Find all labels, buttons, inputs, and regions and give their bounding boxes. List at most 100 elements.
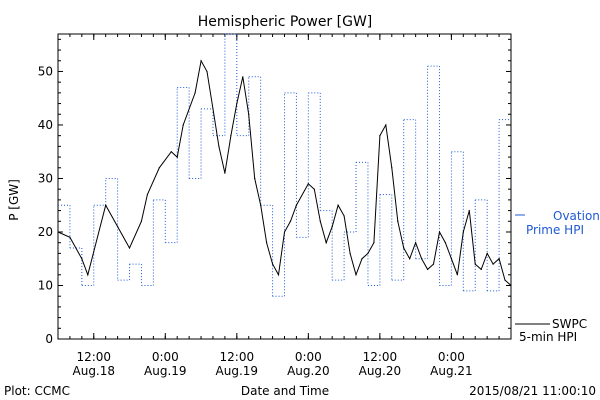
swpc-point	[140, 220, 143, 222]
swpc-point	[248, 113, 250, 115]
swpc-point	[242, 76, 244, 78]
swpc-point	[510, 284, 512, 287]
footer-plot-credit: Plot: CCMC	[4, 384, 70, 398]
swpc-point	[391, 167, 393, 169]
swpc-point	[504, 279, 506, 281]
legend-ovation-label-line1: Ovation	[553, 209, 600, 223]
swpc-point	[450, 258, 452, 260]
swpc-point	[415, 242, 417, 244]
x-tick-label-time: 12:00	[76, 350, 111, 364]
swpc-point	[182, 124, 184, 126]
swpc-point	[486, 252, 488, 254]
series-swpc-5min-hpi	[57, 59, 512, 287]
swpc-point	[57, 231, 59, 233]
x-tick-label-date: Aug.20	[359, 364, 402, 378]
x-axis-label: Date and Time	[241, 384, 329, 398]
y-tick-label: 10	[38, 278, 53, 292]
swpc-point	[355, 274, 357, 276]
swpc-point	[403, 247, 405, 249]
swpc-point	[87, 274, 89, 276]
swpc-point	[498, 258, 500, 260]
swpc-point	[456, 274, 458, 276]
x-tick-label-time: 12:00	[363, 350, 398, 364]
x-tick-label-date: Aug.18	[73, 364, 116, 378]
swpc-point	[289, 220, 292, 222]
swpc-point	[462, 231, 464, 233]
swpc-point	[307, 183, 309, 185]
y-tick-label: 30	[38, 171, 53, 185]
swpc-point	[146, 193, 149, 196]
swpc-point	[385, 124, 387, 126]
swpc-point	[331, 226, 333, 228]
swpc-point	[367, 252, 369, 254]
swpc-point	[426, 268, 429, 271]
swpc-point	[343, 215, 345, 217]
x-tick-label-time: 0:00	[152, 350, 179, 364]
plot-frame	[57, 33, 512, 340]
swpc-point	[81, 258, 83, 260]
swpc-point	[438, 231, 441, 233]
swpc-point	[325, 242, 327, 244]
legend-swpc-label-line2: 5-min HPI	[519, 330, 577, 344]
swpc-point	[105, 204, 107, 206]
swpc-point	[266, 242, 268, 244]
swpc-point	[69, 236, 71, 238]
swpc-point	[128, 247, 131, 249]
swpc-point	[432, 263, 435, 265]
x-tick-label-time: 12:00	[220, 350, 255, 364]
swpc-point	[158, 167, 160, 169]
swpc-point	[218, 145, 220, 147]
chart-title: Hemispheric Power [GW]	[198, 14, 373, 30]
swpc-point	[474, 263, 476, 265]
x-ticks: 12:00Aug.180:00Aug.1912:00Aug.190:00Aug.…	[57, 34, 512, 378]
swpc-point	[176, 156, 178, 158]
swpc-point	[283, 231, 286, 233]
swpc-point	[295, 204, 298, 206]
swpc-point	[206, 70, 208, 73]
swpc-point	[444, 242, 447, 244]
swpc-point	[236, 102, 238, 105]
swpc-point	[319, 220, 321, 222]
swpc-point	[277, 274, 280, 276]
swpc-point	[409, 258, 411, 260]
y-axis-label: P [GW]	[7, 179, 21, 221]
swpc-line	[57, 59, 512, 286]
y-tick-label: 50	[38, 64, 53, 78]
swpc-point	[373, 242, 375, 244]
swpc-point	[117, 226, 119, 228]
swpc-point	[194, 92, 196, 94]
y-ticks: 0 10 20 30 40 50	[38, 38, 511, 346]
y-tick-label: 40	[38, 118, 53, 132]
x-tick-label-date: Aug.21	[430, 364, 473, 378]
swpc-point	[349, 252, 351, 254]
swpc-point	[230, 135, 232, 137]
swpc-point	[271, 263, 274, 265]
swpc-point	[337, 204, 339, 206]
x-tick-label-date: Aug.19	[144, 364, 187, 378]
swpc-point	[200, 60, 202, 62]
swpc-point	[224, 172, 226, 174]
x-tick-label-date: Aug.19	[216, 364, 259, 378]
series-ovation-prime-hpi	[58, 33, 511, 297]
x-tick-label-time: 0:00	[438, 350, 465, 364]
footer-timestamp: 2015/08/21 11:00:10	[469, 384, 596, 398]
y-tick-label: 20	[38, 225, 53, 239]
x-tick-label-date: Aug.20	[287, 364, 330, 378]
legend: Ovation Prime HPI SWPC 5-min HPI	[515, 209, 600, 344]
legend-ovation-label-line2: Prime HPI	[526, 223, 584, 237]
swpc-point	[480, 268, 482, 271]
swpc-point	[492, 263, 494, 265]
swpc-point	[379, 135, 381, 137]
swpc-point	[212, 108, 214, 110]
swpc-point	[260, 204, 262, 206]
legend-swpc-label-line1: SWPC	[552, 317, 587, 331]
swpc-point	[361, 258, 363, 260]
swpc-point	[420, 258, 423, 260]
swpc-point	[313, 188, 315, 190]
swpc-point	[254, 177, 256, 180]
y-tick-label: 0	[45, 332, 53, 346]
swpc-point	[397, 220, 399, 222]
x-tick-label-time: 0:00	[295, 350, 322, 364]
swpc-point	[468, 209, 470, 212]
